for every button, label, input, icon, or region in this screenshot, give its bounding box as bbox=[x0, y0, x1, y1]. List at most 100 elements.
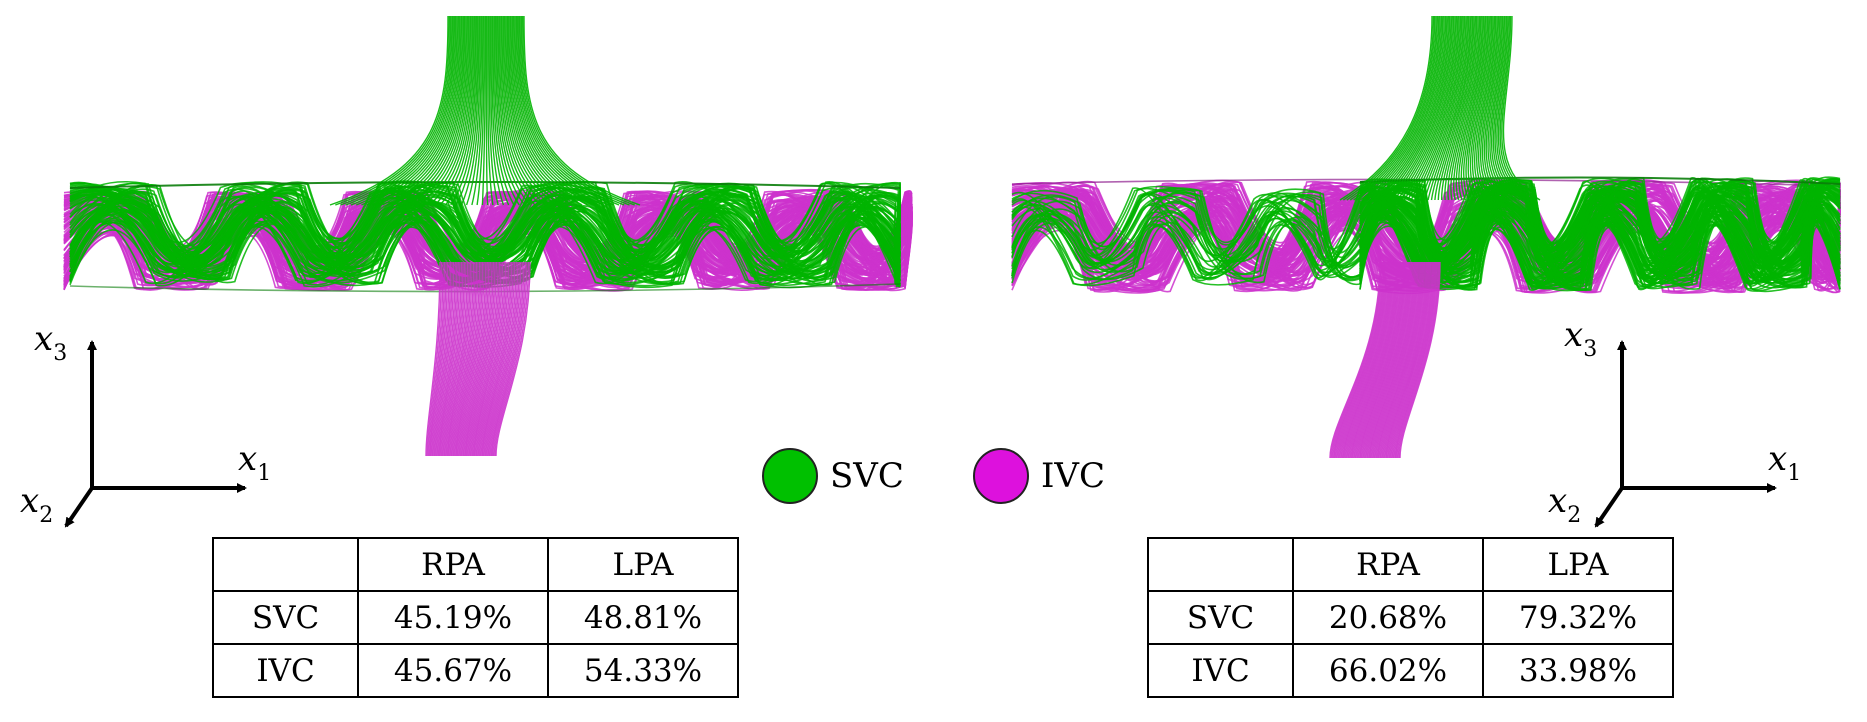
streamline bbox=[413, 15, 470, 206]
streamline bbox=[1390, 15, 1453, 201]
streamline bbox=[1342, 261, 1392, 459]
table-cell: 45.67% bbox=[357, 643, 549, 698]
streamline bbox=[1479, 15, 1497, 201]
streamline bbox=[520, 15, 630, 206]
streamline bbox=[1346, 15, 1436, 201]
streamline bbox=[1483, 15, 1504, 201]
streamline bbox=[1469, 15, 1489, 201]
streamline bbox=[476, 261, 507, 457]
legend-label-ivc: IVC bbox=[1041, 456, 1105, 496]
streamline bbox=[427, 261, 444, 457]
streamline bbox=[69, 184, 901, 289]
streamline bbox=[1362, 261, 1410, 459]
streamline bbox=[1366, 261, 1413, 459]
table-cell: 48.81% bbox=[547, 590, 739, 645]
table-row: SVC 20.68% 79.32% bbox=[1147, 590, 1674, 645]
table-header-row: RPA LPA bbox=[1147, 537, 1674, 592]
streamline bbox=[1424, 15, 1467, 201]
streamline bbox=[1497, 15, 1531, 201]
streamline bbox=[489, 261, 524, 457]
streamline bbox=[471, 15, 484, 206]
streamline bbox=[450, 261, 473, 457]
streamline bbox=[450, 15, 479, 206]
streamline bbox=[488, 15, 499, 206]
right-x3-label: x3 bbox=[1564, 315, 1597, 362]
left-flow-distribution-table: RPA LPA SVC 45.19% 48.81% IVC 45.67% 54.… bbox=[212, 537, 739, 698]
streamline bbox=[494, 261, 530, 457]
streamline bbox=[471, 261, 501, 457]
streamline bbox=[1370, 15, 1445, 201]
streamline bbox=[436, 261, 455, 457]
streamline bbox=[425, 261, 441, 457]
streamline bbox=[493, 15, 520, 206]
streamline bbox=[1353, 15, 1439, 201]
streamline bbox=[1460, 15, 1483, 201]
streamline bbox=[1398, 261, 1440, 459]
streamline bbox=[1350, 261, 1399, 459]
streamline bbox=[376, 15, 461, 206]
streamline bbox=[513, 15, 599, 206]
streamline bbox=[1420, 15, 1466, 201]
streamline bbox=[1487, 15, 1510, 201]
streamline bbox=[495, 15, 525, 206]
streamline bbox=[455, 15, 480, 206]
streamline bbox=[361, 15, 457, 206]
table-row: IVC 66.02% 33.98% bbox=[1147, 643, 1674, 698]
streamline bbox=[366, 15, 458, 206]
streamline bbox=[1385, 261, 1429, 459]
streamline bbox=[523, 15, 641, 206]
left-x1-label: x1 bbox=[238, 439, 271, 486]
streamline bbox=[477, 261, 508, 457]
streamline bbox=[1373, 261, 1419, 459]
streamline bbox=[469, 261, 498, 457]
streamline bbox=[345, 15, 453, 206]
legend-label-svc: SVC bbox=[830, 456, 904, 496]
streamline bbox=[1331, 261, 1383, 459]
streamline bbox=[69, 182, 901, 274]
table-cell: 79.32% bbox=[1482, 590, 1674, 645]
right-streamline-plot bbox=[1011, 15, 1841, 459]
streamline bbox=[1340, 261, 1390, 459]
streamline bbox=[382, 15, 462, 206]
streamline bbox=[1490, 15, 1517, 201]
streamline bbox=[1379, 261, 1424, 459]
streamline bbox=[1502, 15, 1541, 201]
streamline bbox=[492, 261, 528, 457]
streamline bbox=[1437, 15, 1472, 201]
streamline bbox=[1452, 15, 1479, 201]
table-row: IVC 45.67% 54.33% bbox=[212, 643, 739, 698]
streamline bbox=[470, 261, 499, 457]
streamline bbox=[1393, 15, 1455, 201]
streamline bbox=[511, 15, 594, 206]
streamline bbox=[502, 15, 557, 206]
streamline bbox=[1413, 15, 1463, 201]
streamline bbox=[1397, 15, 1456, 201]
streamline bbox=[1343, 15, 1435, 201]
streamline bbox=[1363, 15, 1443, 201]
streamline bbox=[1393, 261, 1436, 459]
streamline bbox=[1343, 261, 1393, 459]
streamline bbox=[1471, 15, 1490, 201]
streamline bbox=[69, 184, 901, 279]
streamline bbox=[1383, 15, 1451, 201]
streamline bbox=[500, 15, 546, 206]
streamline bbox=[1353, 261, 1401, 459]
streamline bbox=[1336, 261, 1387, 459]
table-cell: 20.68% bbox=[1292, 590, 1484, 645]
streamline bbox=[387, 15, 463, 206]
streamline bbox=[439, 15, 476, 206]
streamline bbox=[1381, 261, 1426, 459]
table-header-lpa: LPA bbox=[1482, 537, 1674, 592]
streamline bbox=[1011, 195, 1361, 276]
streamline bbox=[1391, 261, 1434, 459]
streamline bbox=[468, 261, 496, 457]
streamline bbox=[1011, 188, 1361, 280]
streamline bbox=[438, 261, 458, 457]
streamline bbox=[356, 15, 456, 206]
streamline bbox=[485, 261, 519, 457]
streamline bbox=[1496, 15, 1527, 201]
streamline bbox=[1499, 15, 1534, 201]
streamline bbox=[498, 15, 541, 206]
streamline bbox=[329, 15, 449, 206]
